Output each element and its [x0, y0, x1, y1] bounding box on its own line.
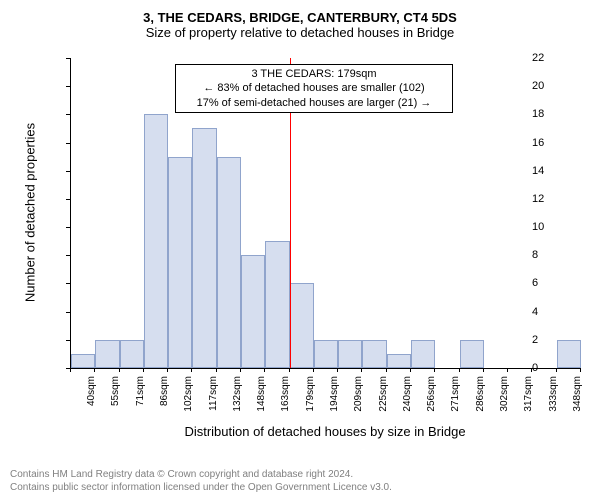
- x-tick-mark: [507, 368, 508, 372]
- y-tick-mark: [66, 114, 70, 115]
- bar: [387, 354, 411, 368]
- footer: Contains HM Land Registry data © Crown c…: [10, 468, 392, 494]
- x-tick-label: 117sqm: [208, 376, 219, 422]
- y-tick-label: 12: [532, 193, 586, 205]
- x-tick-label: 102sqm: [183, 376, 194, 422]
- x-tick-label: 317sqm: [523, 376, 534, 422]
- y-tick-label: 20: [532, 80, 586, 92]
- x-tick-mark: [94, 368, 95, 372]
- x-tick-mark: [434, 368, 435, 372]
- x-tick-mark: [313, 368, 314, 372]
- bar: [314, 340, 338, 368]
- bar: [338, 340, 362, 368]
- x-tick-mark: [216, 368, 217, 372]
- x-axis-label: Distribution of detached houses by size …: [70, 424, 580, 439]
- annotation-line-1: 3 THE CEDARS: 179sqm: [180, 67, 448, 81]
- x-tick-label: 256sqm: [426, 376, 437, 422]
- y-tick-mark: [66, 171, 70, 172]
- x-tick-mark: [386, 368, 387, 372]
- x-tick-label: 55sqm: [110, 376, 121, 422]
- bar: [411, 340, 435, 368]
- bar: [120, 340, 144, 368]
- y-tick-label: 8: [532, 249, 586, 261]
- x-tick-label: 240sqm: [402, 376, 413, 422]
- x-tick-mark: [410, 368, 411, 372]
- x-tick-mark: [143, 368, 144, 372]
- y-tick-mark: [66, 199, 70, 200]
- x-tick-mark: [70, 368, 71, 372]
- y-tick-label: 18: [532, 108, 586, 120]
- chart-title-1: 3, THE CEDARS, BRIDGE, CANTERBURY, CT4 5…: [10, 10, 590, 25]
- x-tick-label: 194sqm: [329, 376, 340, 422]
- y-tick-mark: [66, 255, 70, 256]
- y-tick-label: 0: [532, 362, 586, 374]
- x-tick-label: 163sqm: [280, 376, 291, 422]
- y-tick-label: 4: [532, 306, 586, 318]
- chart-title-2: Size of property relative to detached ho…: [10, 25, 590, 40]
- annotation-box: 3 THE CEDARS: 179sqm← 83% of detached ho…: [175, 64, 453, 113]
- bar: [192, 128, 216, 368]
- y-tick-label: 22: [532, 52, 586, 64]
- y-tick-mark: [66, 58, 70, 59]
- annotation-line-2: ← 83% of detached houses are smaller (10…: [180, 81, 448, 95]
- y-tick-label: 2: [532, 334, 586, 346]
- x-tick-mark: [483, 368, 484, 372]
- bar: [241, 255, 265, 368]
- x-tick-label: 132sqm: [232, 376, 243, 422]
- y-axis-label: Number of detached properties: [23, 113, 38, 313]
- y-tick-label: 16: [532, 137, 586, 149]
- y-tick-mark: [66, 340, 70, 341]
- y-tick-label: 14: [532, 165, 586, 177]
- x-tick-mark: [580, 368, 581, 372]
- x-tick-label: 271sqm: [450, 376, 461, 422]
- annotation-line-3: 17% of semi-detached houses are larger (…: [180, 96, 448, 110]
- x-tick-mark: [289, 368, 290, 372]
- bar: [265, 241, 289, 368]
- y-tick-label: 6: [532, 277, 586, 289]
- y-tick-label: 10: [532, 221, 586, 233]
- bar: [217, 157, 241, 368]
- x-tick-label: 179sqm: [305, 376, 316, 422]
- x-tick-mark: [556, 368, 557, 372]
- x-tick-label: 71sqm: [135, 376, 146, 422]
- chart-container: 3, THE CEDARS, BRIDGE, CANTERBURY, CT4 5…: [10, 10, 590, 450]
- x-tick-mark: [240, 368, 241, 372]
- x-tick-mark: [167, 368, 168, 372]
- x-tick-label: 348sqm: [572, 376, 583, 422]
- x-tick-mark: [191, 368, 192, 372]
- bar: [168, 157, 192, 368]
- bar: [144, 114, 168, 368]
- x-tick-mark: [531, 368, 532, 372]
- x-tick-label: 40sqm: [86, 376, 97, 422]
- x-tick-mark: [337, 368, 338, 372]
- x-tick-label: 225sqm: [378, 376, 389, 422]
- bar: [290, 283, 314, 368]
- bar: [71, 354, 95, 368]
- footer-line-1: Contains HM Land Registry data © Crown c…: [10, 468, 392, 481]
- x-tick-label: 209sqm: [353, 376, 364, 422]
- x-tick-label: 333sqm: [548, 376, 559, 422]
- x-tick-label: 302sqm: [499, 376, 510, 422]
- x-tick-mark: [361, 368, 362, 372]
- x-tick-mark: [119, 368, 120, 372]
- y-tick-mark: [66, 227, 70, 228]
- x-tick-mark: [459, 368, 460, 372]
- bar: [362, 340, 386, 368]
- bar: [95, 340, 119, 368]
- x-tick-label: 148sqm: [256, 376, 267, 422]
- footer-line-2: Contains public sector information licen…: [10, 481, 392, 494]
- x-tick-label: 86sqm: [159, 376, 170, 422]
- x-tick-label: 286sqm: [475, 376, 486, 422]
- bar: [460, 340, 484, 368]
- x-tick-mark: [264, 368, 265, 372]
- plot-area: 3 THE CEDARS: 179sqm← 83% of detached ho…: [70, 58, 581, 369]
- y-tick-mark: [66, 283, 70, 284]
- y-tick-mark: [66, 312, 70, 313]
- y-tick-mark: [66, 143, 70, 144]
- y-tick-mark: [66, 86, 70, 87]
